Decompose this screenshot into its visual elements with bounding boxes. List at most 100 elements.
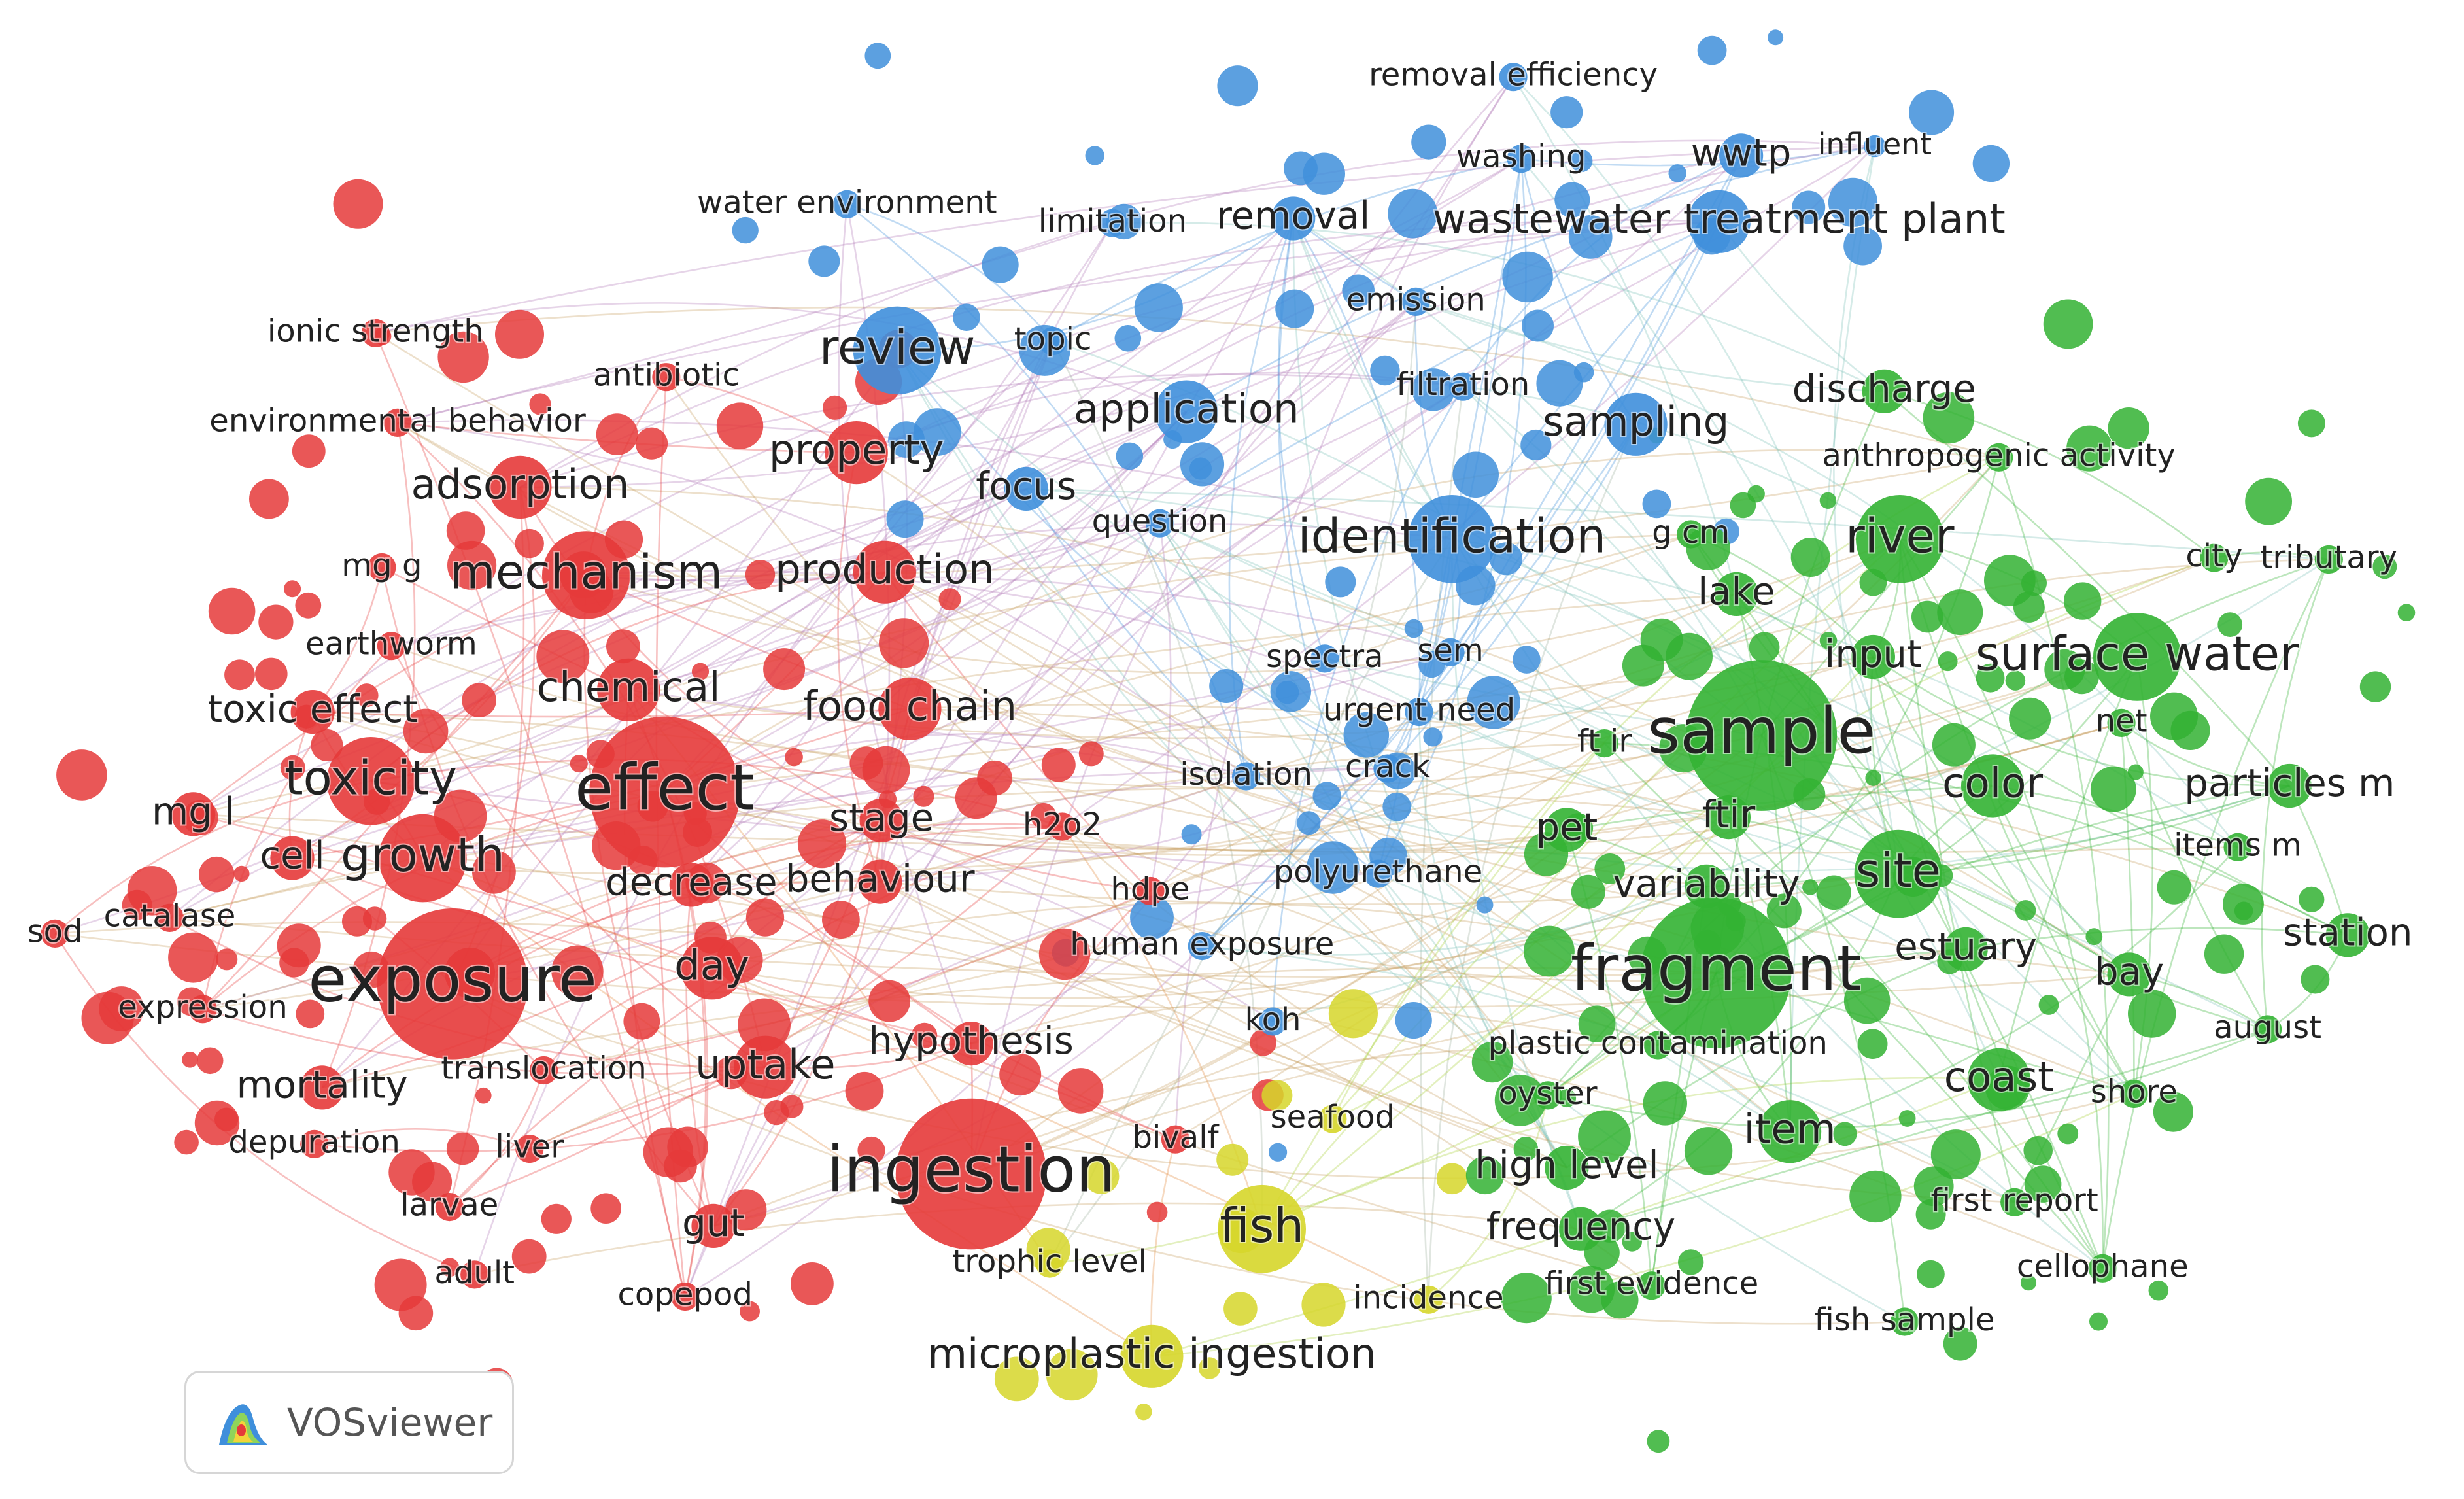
term-node-frequency[interactable] [1558,1207,1603,1251]
term-node-adsorption[interactable] [488,455,552,519]
term-label-translocation[interactable]: translocation [439,1049,647,1088]
term-label-net[interactable]: net [2095,701,2149,740]
term-label-question[interactable]: question [1091,502,1229,541]
term-label-production[interactable]: production [774,544,996,594]
term-label-adsorption[interactable]: adsorption [409,459,630,509]
term-node-identification[interactable] [1408,495,1496,583]
term-node-ionic-strength[interactable] [361,319,390,347]
term-label-larvae[interactable]: larvae [399,1186,500,1225]
term-label-property[interactable]: property [768,424,946,475]
term-label-isolation[interactable]: isolation [1178,755,1314,794]
term-label-fish-sample[interactable]: fish sample [1813,1300,1996,1339]
term-node-sem[interactable] [1436,638,1465,666]
term-label-incidence[interactable]: incidence [1352,1278,1505,1317]
term-node-behaviour[interactable] [858,859,902,904]
term-node-ft-ir[interactable] [1590,729,1619,758]
term-node-color[interactable] [1961,754,2025,818]
term-label-bivalf[interactable]: bivalf [1131,1118,1220,1157]
term-label-decrease[interactable]: decrease [604,859,779,906]
term-node-sod[interactable] [41,919,69,948]
term-label-first-report[interactable]: first report [1930,1180,2100,1220]
term-node-first-evidence[interactable] [1637,1271,1666,1300]
term-label-microplastic-ingestion[interactable]: microplastic ingestion [926,1328,1378,1379]
term-node-tributary[interactable] [2314,545,2343,574]
term-label-review[interactable]: review [818,319,976,377]
term-label-fragment[interactable]: fragment [1569,931,1863,1007]
term-label-spectra[interactable]: spectra [1265,637,1385,676]
term-label-frequency[interactable]: frequency [1485,1203,1677,1250]
term-node-cell[interactable] [270,836,315,880]
term-node-liver[interactable] [515,1135,544,1163]
term-node-uptake[interactable] [734,1035,797,1099]
term-node-day[interactable] [680,937,744,1000]
term-node-removal-efficiency[interactable] [1499,63,1528,92]
term-label-bay[interactable]: bay [2093,948,2165,995]
term-node-bivalf[interactable] [1161,1125,1190,1154]
term-node-shore[interactable] [2119,1079,2148,1109]
term-label-cellophane[interactable]: cellophane [2015,1247,2190,1286]
term-node-sampling[interactable] [1604,392,1668,456]
term-label-emission[interactable]: emission [1345,280,1487,319]
term-node-application[interactable] [1155,380,1218,443]
term-node-item[interactable] [1758,1100,1822,1163]
term-label-pet[interactable]: pet [1535,803,1600,850]
term-node-copepod[interactable] [671,1282,700,1311]
term-node-catalase[interactable] [155,903,184,932]
term-node-fish[interactable] [1218,1184,1306,1273]
term-node-hypothesis[interactable] [949,1022,993,1066]
term-node-h2o2[interactable] [1048,812,1077,841]
term-label-toxic-effect[interactable]: toxic effect [206,685,419,732]
term-node-bay[interactable] [2107,952,2151,997]
term-label-estuary[interactable]: estuary [1893,923,2038,970]
term-label-antibiotic[interactable]: antibiotic [592,356,741,395]
term-label-input[interactable]: input [1823,630,1923,678]
term-label-ingestion[interactable]: ingestion [825,1131,1117,1207]
term-label-items-m[interactable]: items m [2172,825,2303,865]
term-label-focus[interactable]: focus [974,462,1078,509]
term-node-chemical[interactable] [597,658,660,721]
term-node-august[interactable] [2253,1015,2282,1044]
term-node-environmental-behavior[interactable] [383,408,412,438]
term-node-wastewater-treatment-plant[interactable] [1687,190,1751,253]
term-label-item[interactable]: item [1742,1103,1837,1154]
term-label-influent[interactable]: influent [1817,126,1933,163]
term-label-urgent-need[interactable]: urgent need [1322,691,1516,730]
term-node-spectra[interactable] [1310,644,1339,673]
term-node-site[interactable] [1854,829,1943,918]
term-label-variability[interactable]: variability [1612,860,1802,907]
term-label-environmental-behavior[interactable]: environmental behavior [208,401,587,440]
term-label-h2o2[interactable]: h2o2 [1021,805,1103,844]
term-node-washing[interactable] [1507,145,1535,173]
term-node-lake[interactable] [1714,572,1758,617]
term-node-net[interactable] [2107,708,2136,737]
term-node-ingestion[interactable] [895,1098,1047,1250]
term-label-tributary[interactable]: tributary [2259,538,2399,577]
term-node-larvae[interactable] [435,1193,464,1222]
term-label-human-exposure[interactable]: human exposure [1069,925,1335,964]
term-label-crack[interactable]: crack [1344,747,1431,786]
term-node-particles-m[interactable] [2267,763,2312,808]
term-node-pet[interactable] [1545,808,1589,852]
term-node-plastic-contamination[interactable] [1643,1031,1672,1060]
term-node-high-level[interactable] [1545,1145,1589,1190]
term-label-river[interactable]: river [1844,508,1956,565]
term-node-trophic-level[interactable] [1035,1249,1064,1278]
term-label-fish[interactable]: fish [1218,1197,1305,1255]
term-label-lake[interactable]: lake [1696,568,1776,615]
term-node-antibiotic[interactable] [652,363,681,392]
term-label-adult[interactable]: adult [433,1253,516,1292]
term-label-seafood[interactable]: seafood [1269,1097,1396,1137]
term-label-particles-m[interactable]: particles m [2183,759,2396,806]
term-label-discharge[interactable]: discharge [1791,365,1977,412]
term-node-polyurethane[interactable] [1363,859,1393,888]
term-label-filtration[interactable]: filtration [1395,365,1531,404]
term-label-hdpe[interactable]: hdpe [1109,870,1191,909]
term-node-focus[interactable] [1004,466,1048,511]
term-label-removal[interactable]: removal [1215,192,1371,239]
term-label-limitation[interactable]: limitation [1037,201,1188,241]
term-label-removal-efficiency[interactable]: removal efficiency [1367,56,1659,95]
term-label-station[interactable]: station [2282,908,2414,956]
term-node-topic[interactable] [1038,326,1067,356]
term-node-expression[interactable] [188,995,217,1024]
term-node-growth[interactable] [379,814,467,903]
